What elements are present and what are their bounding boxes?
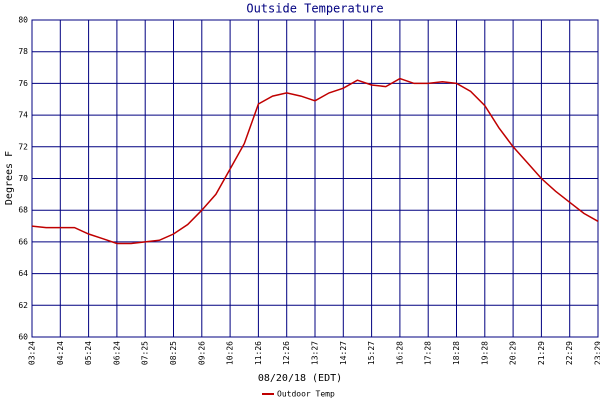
x-tick-label: 21:29 [537, 341, 546, 365]
x-tick-label: 14:27 [339, 341, 348, 365]
x-tick-label: 12:26 [282, 341, 291, 365]
x-tick-label: 04:24 [56, 341, 65, 365]
x-tick-label: 20:29 [509, 341, 518, 365]
x-tick-label: 19:28 [480, 341, 489, 365]
y-axis-label: Degrees F [4, 151, 15, 205]
y-tick-label: 66 [18, 237, 28, 246]
y-tick-label: 62 [18, 301, 28, 310]
x-axis-label: 08/20/18 (EDT) [258, 373, 342, 384]
y-tick-label: 60 [18, 333, 28, 342]
x-tick-label: 13:27 [311, 341, 320, 365]
data-line [31, 77, 599, 245]
y-tick-label: 74 [18, 111, 28, 120]
x-tick-label: 16:28 [395, 341, 404, 365]
x-tick-label: 05:24 [84, 341, 93, 365]
x-tick-label: 22:29 [565, 341, 574, 365]
y-tick-label: 78 [18, 47, 28, 56]
x-tick-label: 03:24 [28, 341, 37, 365]
x-tick-label: 07:25 [141, 341, 150, 365]
x-tick-label: 23:29 [594, 341, 600, 365]
y-tick-label: 70 [18, 174, 28, 183]
y-tick-label: 76 [18, 79, 28, 88]
y-tick-label: 64 [18, 269, 28, 278]
x-tick-label: 17:28 [424, 341, 433, 365]
y-tick-label: 80 [18, 16, 28, 25]
legend-label: Outdoor Temp [277, 390, 335, 399]
x-tick-label: 18:28 [452, 341, 461, 365]
x-tick-label: 10:26 [226, 341, 235, 365]
x-tick-label: 06:24 [112, 341, 121, 365]
chart-title: Outside Temperature [246, 2, 383, 16]
x-tick-label: 11:26 [254, 341, 263, 365]
x-tick-label: 09:26 [197, 341, 206, 365]
y-tick-label: 68 [18, 206, 28, 215]
y-tick-label: 72 [18, 142, 28, 151]
x-tick-label: 08:25 [169, 341, 178, 365]
x-tick-label: 15:27 [367, 341, 376, 365]
